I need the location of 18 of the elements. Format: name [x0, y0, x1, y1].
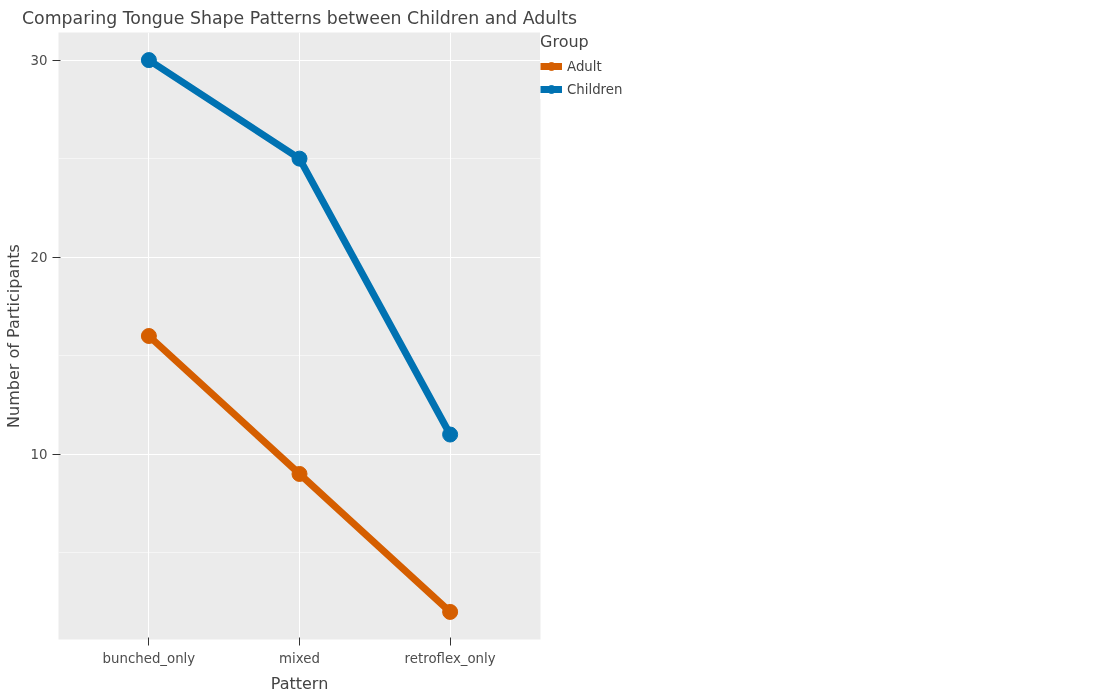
- x-tick-label: mixed: [279, 650, 320, 666]
- y-tick-label: 10: [30, 447, 48, 463]
- x-tick-label: bunched_only: [102, 650, 196, 666]
- point: [442, 426, 459, 443]
- point: [140, 328, 157, 344]
- y-tick-label: 30: [30, 53, 48, 69]
- legend-label: Adult: [567, 58, 602, 74]
- x-axis-title: Pattern: [270, 673, 329, 693]
- point: [140, 52, 157, 69]
- point: [442, 603, 459, 620]
- point: [291, 150, 308, 167]
- y-tick-label: 20: [30, 250, 48, 266]
- chart-title: Comparing Tongue Shape Patterns between Children and Adults: [22, 7, 577, 28]
- legend-label: Children: [567, 81, 623, 97]
- y-axis-title: Number of Participants: [3, 244, 23, 428]
- point: [291, 465, 308, 482]
- legend-title: Group: [540, 32, 590, 51]
- x-tick-label: retroflex_only: [404, 650, 496, 666]
